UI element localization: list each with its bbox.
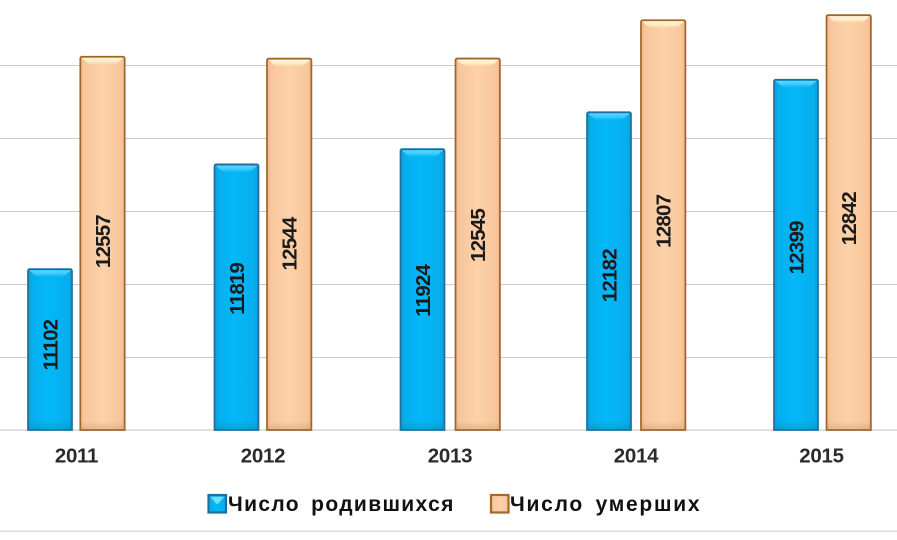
svg-text:2015: 2015	[799, 445, 843, 468]
svg-text:2013: 2013	[428, 445, 472, 468]
svg-text:12545: 12545	[467, 209, 490, 262]
svg-text:12557: 12557	[92, 215, 115, 268]
svg-text:2011: 2011	[55, 445, 98, 468]
svg-text:11819: 11819	[226, 262, 249, 314]
svg-text:2012: 2012	[241, 445, 285, 468]
svg-text:12399: 12399	[785, 221, 808, 274]
svg-text:11924: 11924	[412, 263, 435, 316]
svg-text:Число умерших: Число умерших	[510, 493, 701, 516]
svg-text:11102: 11102	[39, 319, 62, 370]
svg-text:2014: 2014	[614, 445, 659, 468]
svg-text:12182: 12182	[598, 249, 621, 302]
svg-text:12807: 12807	[653, 194, 676, 247]
svg-text:12842: 12842	[838, 192, 861, 245]
svg-text:12544: 12544	[279, 216, 302, 270]
svg-text:Число родившихся: Число родившихся	[228, 493, 455, 516]
